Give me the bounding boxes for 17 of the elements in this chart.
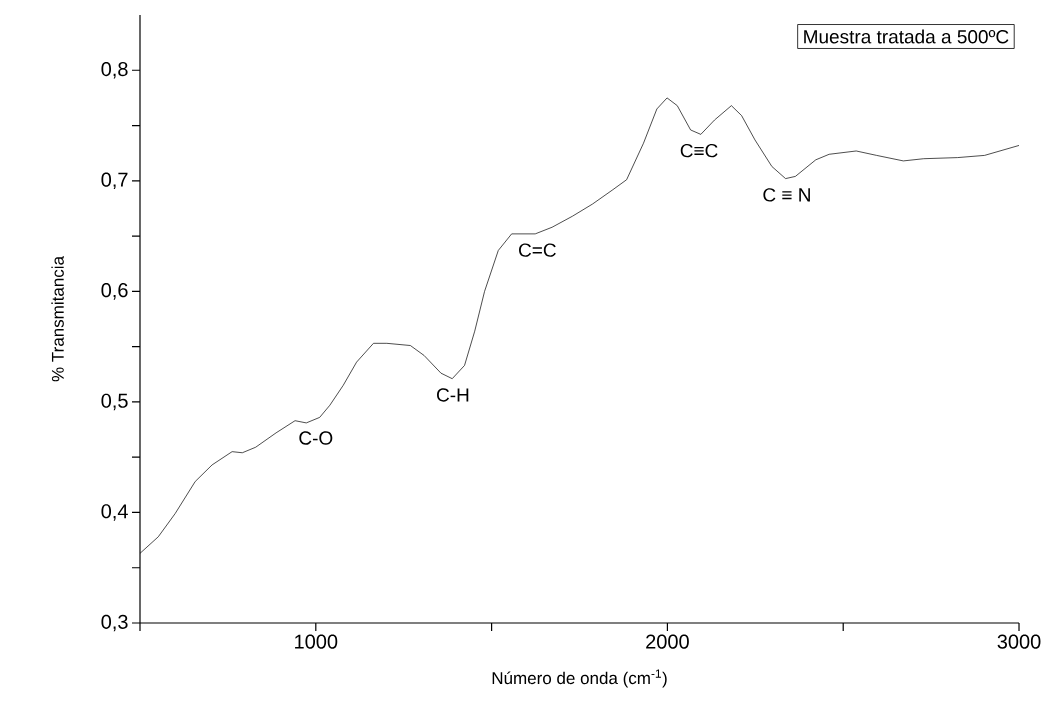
annotation: C≡C — [680, 143, 718, 158]
y-tick-label: 0,6 — [101, 283, 128, 300]
y-tick-label: 0,4 — [101, 504, 128, 521]
annotation: C ≡ N — [763, 188, 810, 202]
x-axis-title: Número de onda (cm$^{-1}$) — [492, 669, 667, 688]
annotation: C-H — [437, 388, 469, 402]
annotation: C-O — [299, 431, 333, 445]
y-tick-label: 0,3 — [101, 614, 128, 632]
x-tick-label: 1000 — [295, 634, 338, 649]
annotation: C=C — [519, 243, 556, 257]
x-tick-label: 3000 — [997, 634, 1041, 649]
y-tick-label: 0,5 — [101, 393, 128, 411]
x-tick-label: 2000 — [646, 634, 689, 649]
y-axis-title: % Transmitancia — [51, 256, 64, 382]
y-tick-label: 0,7 — [101, 172, 128, 190]
annotation: Muestra tratada a 500ºC — [804, 29, 1009, 44]
y-tick-label: 0,8 — [101, 62, 128, 79]
